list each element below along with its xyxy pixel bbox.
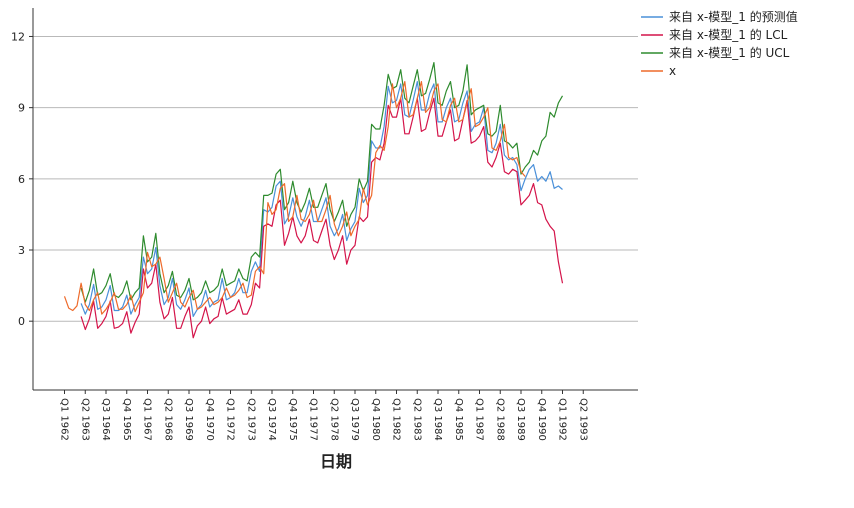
x-tick-label: Q4 1985 [453, 398, 464, 441]
series-line-3 [80, 61, 564, 303]
x-tick-label: Q3 1969 [183, 398, 194, 441]
x-tick-label: Q4 1965 [121, 398, 132, 441]
x-tick-label: Q3 1979 [349, 398, 360, 441]
legend-label: 来自 x-模型_1 的预测值 [669, 9, 798, 24]
x-tick-label: Q2 1993 [577, 398, 588, 441]
x-tick-label: Q1 1992 [557, 398, 568, 441]
series-lines [63, 61, 564, 339]
x-tick-label: Q2 1968 [162, 398, 173, 441]
x-tick-label: Q3 1984 [432, 398, 443, 441]
series-line-1 [80, 80, 563, 317]
legend-label: 来自 x-模型_1 的 UCL [669, 45, 790, 60]
y-tick-label: 6 [18, 173, 25, 186]
series-line-4 [63, 80, 526, 315]
y-tick-label: 3 [18, 244, 25, 257]
x-tick-label: Q2 1978 [328, 398, 339, 441]
x-tick-label: Q2 1973 [245, 398, 256, 441]
x-tick-label: Q3 1974 [266, 398, 277, 441]
x-tick-label: Q2 1983 [411, 398, 422, 441]
x-tick-label: Q1 1982 [391, 398, 402, 441]
x-tick-label: Q4 1975 [287, 398, 298, 441]
series-line-2 [80, 97, 564, 339]
x-tick-label: Q1 1977 [308, 398, 319, 441]
x-tick-label: Q2 1988 [494, 398, 505, 441]
x-tick-label: Q1 1967 [142, 398, 153, 441]
y-tick-label: 0 [18, 315, 25, 328]
x-tick-label: Q4 1970 [204, 398, 215, 441]
x-axis-title: 日期 [320, 452, 352, 471]
y-axis-ticks: 0 3 6 9 12 [11, 30, 33, 328]
x-tick-label: Q4 1980 [370, 398, 381, 441]
x-tick-label: Q2 1963 [79, 398, 90, 441]
legend-label: 来自 x-模型_1 的 LCL [669, 27, 788, 42]
grid-lines [33, 35, 638, 322]
y-tick-label: 12 [11, 30, 25, 43]
legend-label: x [669, 64, 676, 78]
x-tick-label: Q4 1990 [536, 398, 547, 441]
x-tick-label: Q3 1989 [515, 398, 526, 441]
y-tick-label: 9 [18, 102, 25, 115]
x-tick-label: Q1 1987 [474, 398, 485, 441]
x-tick-label: Q1 1962 [59, 398, 70, 441]
x-axis-ticks: Q1 1962 Q2 1963 Q3 1964 Q4 1965 Q1 1967 Q2 19… [59, 390, 588, 441]
x-tick-label: Q1 1972 [225, 398, 236, 441]
x-tick-label: Q3 1964 [100, 398, 111, 441]
